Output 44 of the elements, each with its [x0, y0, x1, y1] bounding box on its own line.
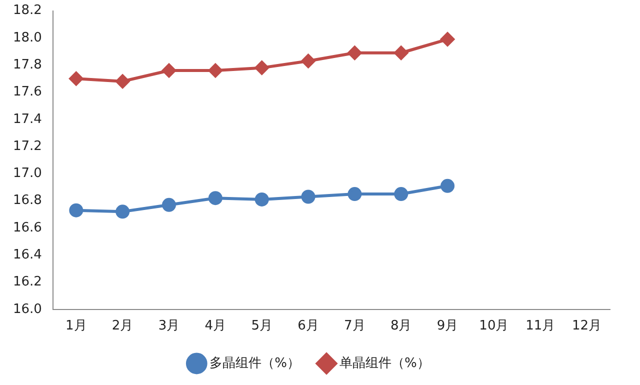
point [208, 64, 222, 78]
point [394, 46, 408, 60]
y-tick-label: 16.2 [12, 274, 42, 290]
point [301, 54, 316, 68]
x-tick-label: 8月 [390, 318, 412, 334]
y-tick-label: 17.6 [12, 84, 42, 100]
point [254, 192, 269, 206]
y-tick-label: 17.8 [12, 57, 42, 72]
x-tick-label: 9月 [436, 318, 458, 334]
y-tick-label: 18.0 [12, 30, 42, 46]
y-tick-label: 16.4 [12, 247, 42, 262]
y-tick-label: 18.2 [12, 3, 42, 18]
point [162, 198, 176, 212]
x-tick-label: 1月 [66, 318, 87, 334]
point [116, 74, 130, 88]
x-tick-label: 2月 [112, 318, 134, 334]
point [69, 72, 84, 86]
point [116, 204, 130, 219]
point [348, 46, 362, 60]
point [440, 32, 455, 46]
y-tick-label: 17.4 [12, 112, 42, 127]
point [394, 187, 408, 202]
point [301, 190, 316, 204]
x-tick-label: 5月 [251, 318, 272, 334]
legend-label: 多晶组件（%） [210, 356, 300, 371]
x-tick-label: 3月 [158, 318, 180, 334]
x-tick-label: 10月 [479, 318, 509, 334]
point [208, 191, 222, 206]
x-tick-label: 4月 [204, 318, 226, 334]
x-tick-label: 11月 [526, 318, 556, 334]
point [162, 64, 176, 78]
point [254, 60, 269, 75]
point [69, 203, 84, 218]
y-tick-label: 16.6 [12, 220, 42, 236]
y-tick-label: 16.0 [12, 302, 42, 317]
y-tick-label: 17.0 [12, 166, 42, 182]
x-tick-label: 6月 [298, 318, 319, 334]
point [348, 187, 362, 202]
y-tick-label: 17.2 [12, 138, 42, 154]
x-tick-label: 12月 [572, 318, 602, 334]
point [440, 178, 455, 193]
y-tick-label: 16.8 [12, 193, 42, 208]
x-tick-label: 7月 [344, 318, 366, 334]
legend-label: 单晶组件（%） [340, 356, 430, 371]
